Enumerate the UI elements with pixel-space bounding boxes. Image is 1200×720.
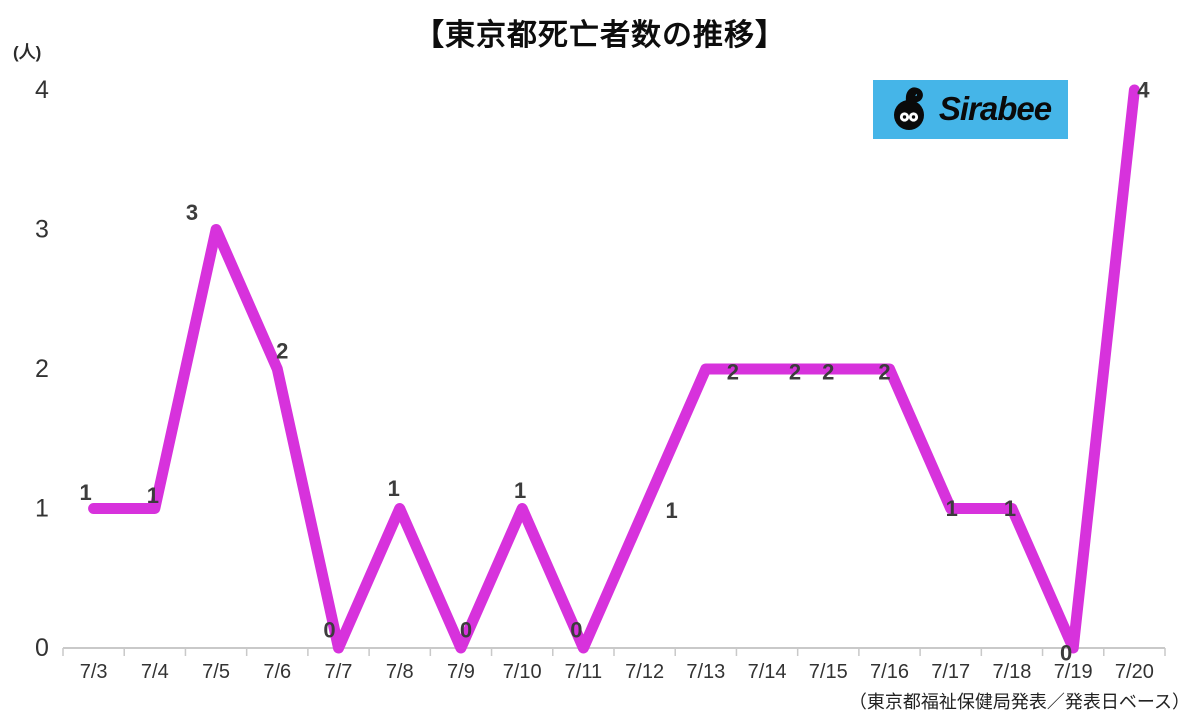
data-point-label: 1	[946, 496, 958, 521]
x-tick-label: 7/3	[80, 661, 108, 683]
x-tick-label: 7/7	[325, 661, 353, 683]
x-tick-label: 7/19	[1054, 661, 1093, 683]
data-point-label: 3	[186, 200, 198, 225]
data-point-label: 2	[789, 360, 801, 385]
x-tick-label: 7/15	[809, 661, 848, 683]
x-tick-label: 7/6	[263, 661, 291, 683]
data-point-label: 1	[79, 480, 91, 505]
y-tick-label: 0	[35, 634, 49, 662]
data-series-line	[88, 84, 1140, 654]
data-point-label: 4	[1137, 78, 1150, 103]
x-tick-label: 7/9	[447, 661, 475, 683]
y-tick-label: 1	[35, 495, 49, 523]
x-tick-label: 7/8	[386, 661, 414, 683]
sirabee-logo-text: Sirabee	[938, 89, 1052, 127]
x-tick-label: 7/10	[503, 661, 542, 683]
data-point-label: 1	[1004, 496, 1016, 521]
x-tick-label: 7/14	[748, 661, 787, 683]
data-point-label: 0	[570, 618, 582, 643]
y-tick-label: 4	[35, 76, 49, 104]
sirabee-logo: Sirabee	[873, 80, 1068, 139]
data-point-label: 0	[323, 618, 335, 643]
data-point-label: 0	[1060, 641, 1072, 666]
x-tick-label: 7/18	[992, 661, 1031, 683]
x-tick-label: 7/16	[870, 661, 909, 683]
data-point-label: 1	[665, 498, 677, 523]
x-tick-label: 7/12	[625, 661, 664, 683]
data-point-label: 2	[727, 360, 739, 385]
x-tick-label: 7/4	[141, 661, 169, 683]
data-point-label: 1	[147, 483, 159, 508]
data-point-label: 0	[460, 618, 472, 643]
y-tick-label: 2	[35, 355, 49, 383]
data-point-label: 2	[276, 339, 288, 364]
x-tick-label: 7/11	[565, 661, 602, 683]
x-tick-label: 7/20	[1115, 661, 1154, 683]
data-point-label: 1	[514, 478, 526, 503]
x-tick-label: 7/5	[202, 661, 230, 683]
source-note: （東京都福祉保健局発表／発表日ベース）	[848, 692, 1190, 712]
chart-title: 【東京都死亡者数の推移】	[414, 19, 786, 52]
x-tick-label: 7/13	[686, 661, 725, 683]
data-point-label: 2	[878, 360, 890, 385]
sirabee-mascot-icon	[893, 87, 924, 130]
y-axis-unit-label: (人)	[13, 43, 42, 62]
data-point-label: 2	[822, 360, 834, 385]
data-point-label: 1	[388, 476, 400, 501]
y-tick-label: 3	[35, 216, 49, 244]
x-tick-label: 7/17	[931, 661, 970, 683]
